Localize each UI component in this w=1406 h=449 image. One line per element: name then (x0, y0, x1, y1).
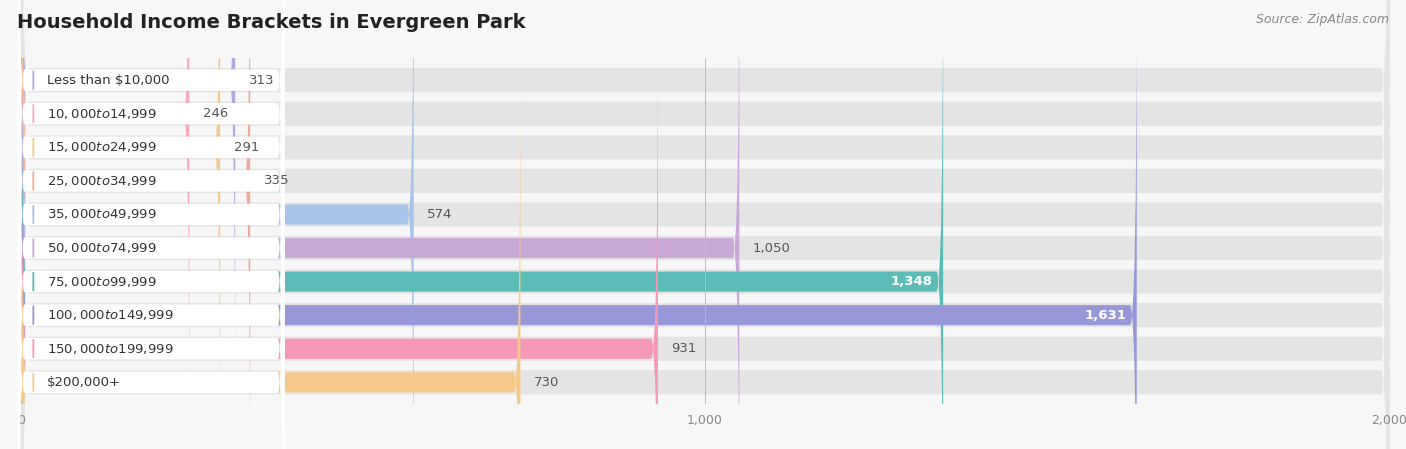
Text: $35,000 to $49,999: $35,000 to $49,999 (46, 207, 156, 221)
FancyBboxPatch shape (21, 0, 250, 449)
Text: $75,000 to $99,999: $75,000 to $99,999 (46, 275, 156, 289)
FancyBboxPatch shape (18, 0, 284, 439)
FancyBboxPatch shape (21, 0, 1389, 449)
Text: 246: 246 (202, 107, 228, 120)
Text: 574: 574 (427, 208, 453, 221)
Text: 1,631: 1,631 (1084, 308, 1126, 321)
Text: $10,000 to $14,999: $10,000 to $14,999 (46, 107, 156, 121)
Text: $50,000 to $74,999: $50,000 to $74,999 (46, 241, 156, 255)
FancyBboxPatch shape (21, 0, 943, 449)
Text: Household Income Brackets in Evergreen Park: Household Income Brackets in Evergreen P… (17, 13, 526, 32)
FancyBboxPatch shape (21, 0, 1389, 449)
FancyBboxPatch shape (21, 0, 1389, 449)
FancyBboxPatch shape (21, 0, 740, 449)
Text: $150,000 to $199,999: $150,000 to $199,999 (46, 342, 173, 356)
FancyBboxPatch shape (18, 24, 284, 449)
FancyBboxPatch shape (18, 57, 284, 449)
FancyBboxPatch shape (21, 0, 235, 406)
FancyBboxPatch shape (18, 0, 284, 449)
Text: 291: 291 (233, 141, 259, 154)
Text: $100,000 to $149,999: $100,000 to $149,999 (46, 308, 173, 322)
FancyBboxPatch shape (18, 0, 284, 449)
FancyBboxPatch shape (21, 0, 1389, 449)
FancyBboxPatch shape (21, 57, 520, 449)
Text: 931: 931 (672, 342, 697, 355)
FancyBboxPatch shape (18, 0, 284, 449)
Text: 313: 313 (249, 74, 274, 87)
FancyBboxPatch shape (18, 0, 284, 449)
Text: 1,050: 1,050 (754, 242, 790, 255)
FancyBboxPatch shape (21, 0, 413, 449)
Text: $15,000 to $24,999: $15,000 to $24,999 (46, 141, 156, 154)
Text: Less than $10,000: Less than $10,000 (46, 74, 170, 87)
FancyBboxPatch shape (21, 0, 1389, 449)
FancyBboxPatch shape (21, 0, 1389, 449)
FancyBboxPatch shape (21, 0, 1136, 449)
Text: 730: 730 (534, 376, 560, 389)
FancyBboxPatch shape (21, 23, 658, 449)
FancyBboxPatch shape (21, 0, 190, 439)
FancyBboxPatch shape (21, 0, 1389, 449)
FancyBboxPatch shape (21, 0, 1389, 449)
Text: $25,000 to $34,999: $25,000 to $34,999 (46, 174, 156, 188)
FancyBboxPatch shape (18, 0, 284, 405)
FancyBboxPatch shape (21, 0, 1389, 449)
Text: $200,000+: $200,000+ (46, 376, 121, 389)
FancyBboxPatch shape (18, 0, 284, 449)
FancyBboxPatch shape (18, 0, 284, 449)
FancyBboxPatch shape (21, 0, 1389, 449)
Text: 1,348: 1,348 (891, 275, 934, 288)
Text: 335: 335 (264, 174, 290, 187)
Text: Source: ZipAtlas.com: Source: ZipAtlas.com (1256, 13, 1389, 26)
FancyBboxPatch shape (21, 0, 221, 449)
